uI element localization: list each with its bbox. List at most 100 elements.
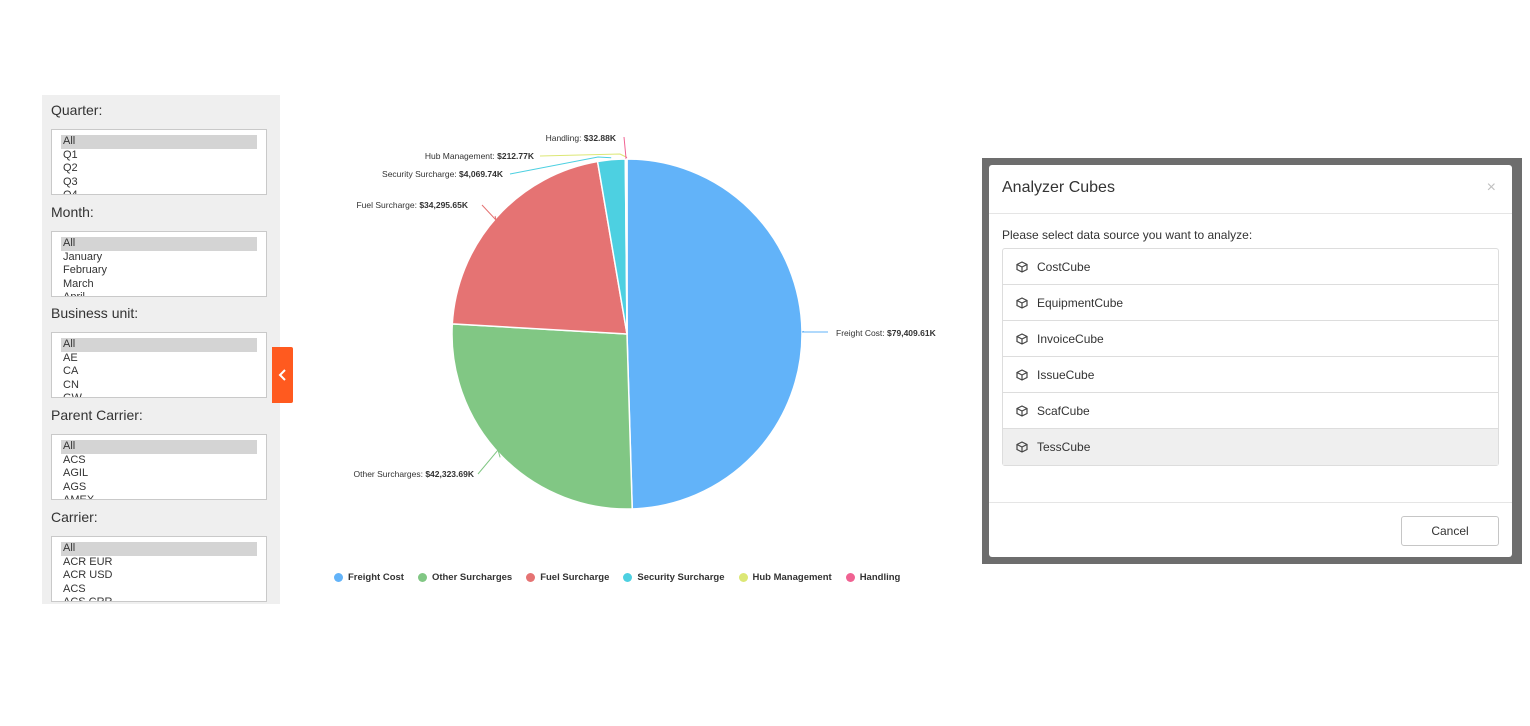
legend-item[interactable]: Hub Management: [738, 572, 832, 583]
filter-label: Parent Carrier:: [51, 407, 143, 423]
dialog-title: Analyzer Cubes: [1002, 179, 1115, 196]
pie-chart: Freight Cost: $79,409.61K Other Surcharge…: [354, 133, 937, 510]
filter-option[interactable]: AMEX: [63, 494, 95, 500]
dialog-body: Please select data source you want to an…: [989, 214, 1512, 466]
filter-option[interactable]: ACS CRR: [63, 596, 113, 602]
filter-option[interactable]: All: [61, 338, 257, 352]
cube-list-item[interactable]: EquipmentCube: [1003, 285, 1498, 321]
filter-listbox[interactable]: All ACR EUR ACR USD ACS ACS CRR: [51, 536, 267, 602]
legend-dot: [526, 573, 536, 582]
filter-option[interactable]: AE: [63, 351, 78, 364]
filter-option[interactable]: GW: [63, 392, 82, 398]
legend-label: Fuel Surcharge: [540, 572, 610, 583]
filter-option[interactable]: March: [63, 277, 94, 290]
cube-icon: [1016, 260, 1030, 274]
filter-option[interactable]: All: [61, 542, 257, 556]
filter-option[interactable]: Q4: [63, 189, 78, 195]
cube-icon: [1016, 332, 1030, 346]
cube-list-item[interactable]: ScafCube: [1003, 393, 1498, 429]
cancel-button[interactable]: Cancel: [1401, 516, 1499, 546]
legend-label: Other Surcharges: [431, 572, 513, 583]
filter-label: Month:: [51, 204, 94, 220]
legend-item[interactable]: Fuel Surcharge: [526, 572, 609, 583]
filter-option[interactable]: Q2: [63, 162, 78, 174]
filter-option[interactable]: All: [61, 440, 257, 454]
filter-option[interactable]: ACR EUR: [63, 555, 113, 568]
filter-group: Business unit: All AE CA CN GW: [51, 302, 269, 398]
slice-label: Security Surcharge: $4,069.74K: [382, 169, 504, 179]
filter-group: Month: All January February March April: [51, 201, 269, 297]
leader-line: [623, 136, 628, 160]
cube-label: IssueCube: [1037, 367, 1095, 382]
cube-list: CostCube EquipmentCube InvoiceCube IssueCub…: [1002, 248, 1499, 466]
filter-listbox[interactable]: All AE CA CN GW: [51, 332, 267, 398]
pie-slice[interactable]: [451, 323, 634, 510]
collapse-panel-button[interactable]: [272, 347, 293, 403]
cube-list-item[interactable]: IssueCube: [1003, 357, 1498, 393]
filter-option[interactable]: ACR USD: [63, 569, 113, 581]
cube-list-item[interactable]: CostCube: [1003, 249, 1498, 285]
slice-label: Hub Management: $212.77K: [425, 151, 535, 161]
filter-option[interactable]: AGS: [63, 480, 87, 493]
filter-label: Carrier:: [51, 509, 98, 525]
legend-label: Hub Management: [752, 572, 832, 583]
legend-dot: [334, 573, 343, 582]
pie-slice[interactable]: [626, 158, 803, 510]
cube-icon: [1016, 404, 1030, 418]
filter-option[interactable]: ACS: [63, 582, 86, 595]
legend-item[interactable]: Security Surcharge: [623, 572, 725, 583]
cube-list-item[interactable]: TessCube: [1003, 429, 1498, 465]
filter-listbox[interactable]: All January February March April: [51, 231, 267, 297]
cube-label: TessCube: [1037, 440, 1091, 454]
filter-option[interactable]: ACS: [63, 453, 86, 466]
filter-option[interactable]: January: [63, 250, 103, 263]
legend-item[interactable]: Other Surcharges: [417, 572, 513, 583]
legend-dot: [623, 573, 633, 582]
filter-option[interactable]: February: [63, 264, 108, 276]
filter-group: Carrier: All ACR EUR ACR USD ACS ACS CRR: [51, 506, 269, 602]
leader-line: [509, 156, 612, 175]
cube-label: EquipmentCube: [1037, 295, 1124, 310]
cube-label: ScafCube: [1037, 403, 1090, 418]
filter-listbox[interactable]: All ACS AGIL AGS AMEX: [51, 434, 267, 500]
pie-slice[interactable]: [451, 160, 628, 335]
filter-panel: Quarter: All Q1 Q2 Q3 Q4 Month: All January Febru…: [42, 95, 280, 604]
filter-label: Business unit:: [51, 305, 139, 321]
cube-label: InvoiceCube: [1037, 331, 1104, 346]
cube-label: CostCube: [1037, 259, 1091, 274]
dialog-header: Analyzer Cubes ×: [989, 165, 1512, 214]
close-icon[interactable]: ×: [1486, 179, 1496, 196]
analyzer-cubes-dialog: Analyzer Cubes × Please select data sour…: [989, 165, 1512, 557]
filter-option[interactable]: CA: [63, 365, 79, 377]
filter-group: Quarter: All Q1 Q2 Q3 Q4: [51, 99, 269, 195]
filter-option[interactable]: CN: [63, 378, 79, 391]
chart-legend: Freight Cost Other Surcharges Fuel Surchar…: [334, 572, 900, 583]
leader-line: [539, 153, 627, 158]
chevron-left-icon: [278, 369, 286, 381]
legend-dot: [845, 573, 855, 582]
cube-list-item[interactable]: InvoiceCube: [1003, 321, 1498, 357]
filter-group: Parent Carrier: All ACS AGIL AGS AMEX: [51, 404, 269, 500]
legend-item[interactable]: Freight Cost: [334, 572, 404, 583]
filter-option[interactable]: All: [61, 237, 257, 251]
filter-listbox[interactable]: All Q1 Q2 Q3 Q4: [51, 129, 267, 195]
dialog-instruction: Please select data source you want to an…: [1002, 228, 1253, 242]
legend-label: Freight Cost: [348, 572, 404, 583]
filter-option[interactable]: Q3: [63, 175, 78, 188]
dialog-footer: Cancel: [989, 502, 1512, 557]
filter-label: Quarter:: [51, 102, 103, 118]
slice-label: Freight Cost: $79,409.61K: [836, 328, 937, 338]
slice-label: Handling: $32.88K: [546, 133, 617, 143]
leader-line: [801, 330, 828, 333]
slice-label: Other Surcharges: $42,323.69K: [354, 469, 475, 479]
legend-item[interactable]: Handling: [845, 572, 901, 583]
filter-option[interactable]: AGIL: [63, 467, 89, 479]
leader-line: [477, 448, 501, 475]
filter-option[interactable]: Q1: [63, 148, 78, 161]
filter-option[interactable]: April: [63, 291, 86, 297]
legend-dot: [417, 573, 427, 582]
legend-label: Security Surcharge: [637, 572, 725, 583]
filter-option[interactable]: All: [61, 135, 257, 149]
legend-label: Handling: [859, 572, 901, 583]
